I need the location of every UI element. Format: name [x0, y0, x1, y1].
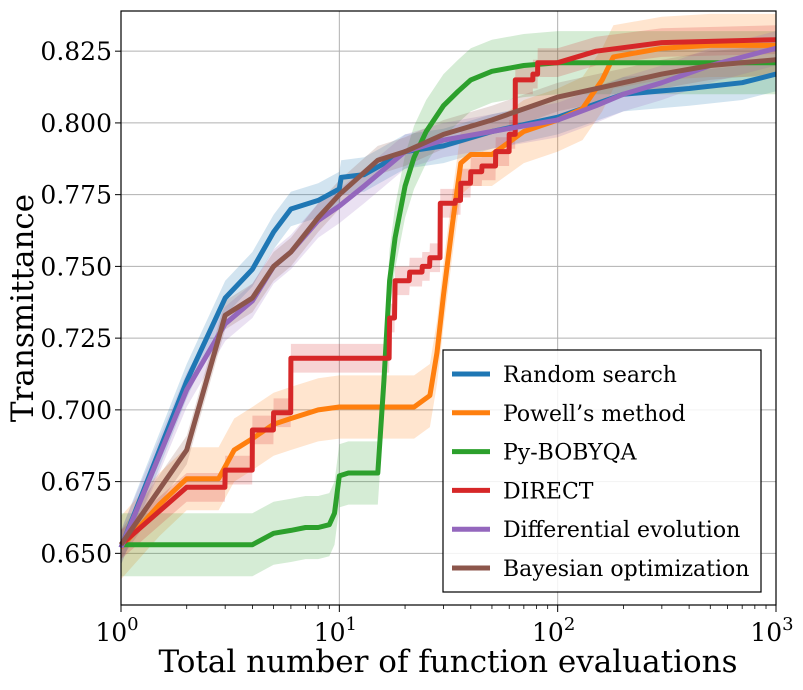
x-tick-label: 102 — [532, 614, 575, 647]
y-tick-label: 0.750 — [40, 252, 112, 281]
y-axis-label: Transmittance — [5, 194, 41, 422]
legend-frame — [442, 349, 762, 593]
y-tick-label: 0.800 — [40, 109, 112, 138]
y-tick-label: 0.825 — [40, 37, 112, 66]
x-axis-label: Total number of function evaluations — [158, 644, 737, 680]
x-tick-label: 101 — [314, 614, 357, 647]
y-tick-label: 0.700 — [40, 396, 112, 425]
series-band — [121, 56, 776, 565]
x-tick-label: 100 — [95, 614, 138, 647]
legend-label: Bayesian optimization — [503, 557, 749, 582]
series-line — [118, 57, 777, 547]
legend-label: Powell’s method — [503, 402, 686, 427]
series-line — [121, 60, 776, 548]
legend-label: Random search — [503, 363, 677, 388]
series-lines — [118, 37, 777, 550]
x-tick-label: 103 — [750, 614, 793, 647]
series-band — [121, 13, 776, 580]
series-line — [119, 37, 777, 547]
x-axis-ticks: 100 101 102 103 — [95, 605, 794, 647]
y-tick-label: 0.650 — [40, 539, 112, 568]
legend-label: Py-BOBYQA — [503, 441, 638, 466]
plot-frame — [120, 10, 777, 606]
y-tick-label: 0.675 — [40, 468, 112, 497]
y-tick-label: 0.725 — [40, 324, 112, 353]
legend: Random search Powell’s method Py-BOBYQA DIR… — [442, 349, 762, 593]
legend-label: Differential evolution — [503, 518, 740, 543]
series-line — [118, 45, 777, 549]
legend-label: DIRECT — [503, 479, 594, 504]
y-axis-ticks: 0.650 0.675 0.700 0.725 0.750 0.775 0.800 0.825 — [40, 37, 121, 568]
series-band — [121, 25, 776, 560]
y-tick-label: 0.775 — [40, 181, 112, 210]
